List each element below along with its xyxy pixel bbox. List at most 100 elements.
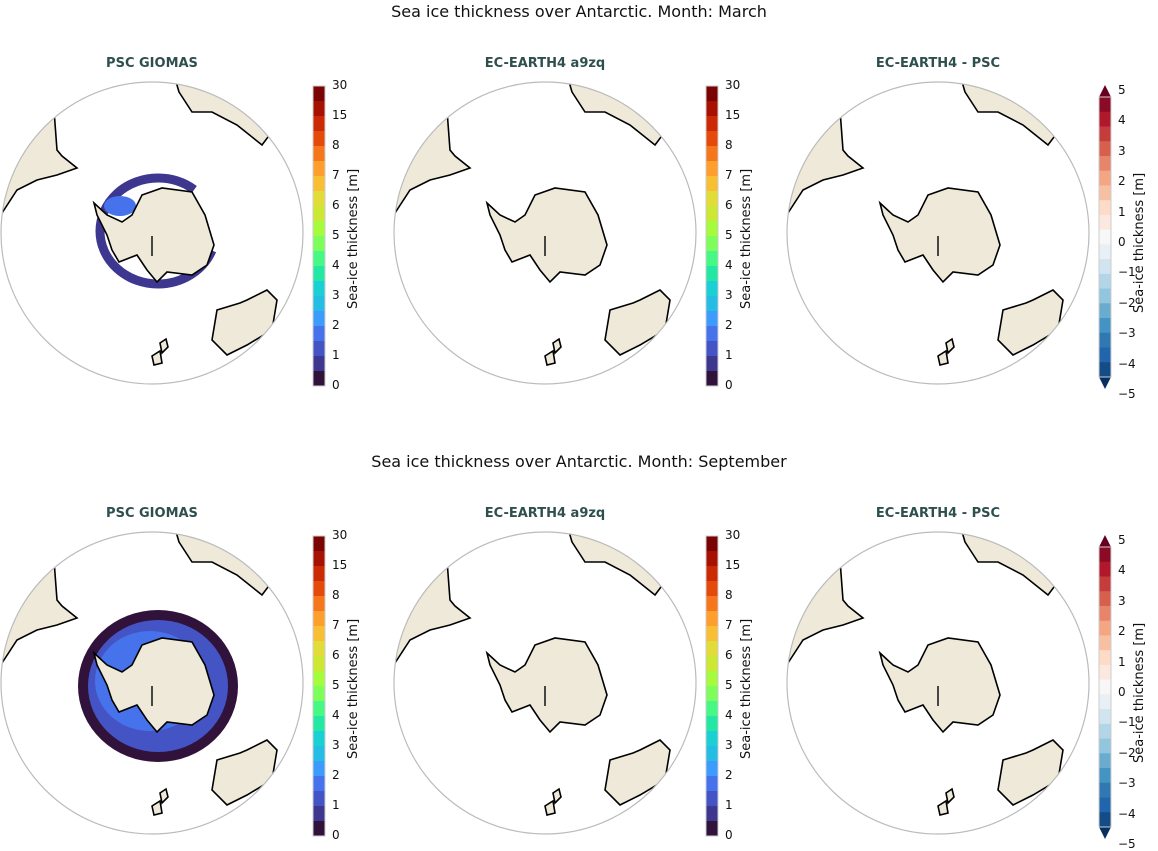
colorbar-bin — [1099, 362, 1111, 378]
colorbar — [705, 85, 719, 387]
colorbar-bin — [313, 791, 325, 807]
polar-map — [393, 81, 697, 385]
colorbar-tick: 30 — [332, 78, 348, 92]
colorbar-tick: 7 — [725, 168, 733, 182]
colorbar-bin — [313, 131, 325, 147]
panel-title: EC-EARTH4 - PSC — [875, 506, 1001, 521]
south-america — [394, 532, 472, 664]
colorbar-bin — [706, 716, 718, 732]
new-zealand — [151, 799, 163, 816]
colorbar-tick: 8 — [725, 138, 733, 152]
colorbar-bin — [706, 176, 718, 192]
colorbar-bin — [313, 281, 325, 297]
colorbar-bin — [313, 611, 325, 627]
antarctica — [878, 637, 1001, 734]
south-america — [787, 82, 865, 214]
colorbar-bin — [706, 341, 718, 357]
colorbar-bin — [706, 776, 718, 792]
colorbar-bin — [313, 296, 325, 312]
colorbar-bin — [313, 311, 325, 327]
colorbar-bin — [313, 536, 325, 552]
colorbar-bin — [1099, 753, 1111, 769]
sea-ice-weddell — [104, 196, 136, 216]
panel-title: EC-EARTH4 - PSC — [875, 56, 1001, 71]
colorbar-tick: 6 — [332, 648, 340, 662]
australia — [211, 739, 278, 806]
colorbar-tick: 7 — [332, 618, 340, 632]
colorbar-bin — [706, 821, 718, 837]
colorbar-tick: 2 — [725, 768, 733, 782]
colorbar-tick: 5 — [1118, 533, 1126, 547]
colorbar-bin — [706, 116, 718, 132]
suptitle: Sea ice thickness over Antarctic. Month:… — [371, 452, 787, 471]
panel-title: PSC GIOMAS — [106, 56, 198, 71]
colorbar-tick: 0 — [332, 378, 340, 392]
new-zealand — [544, 349, 556, 366]
colorbar-bin — [313, 716, 325, 732]
colorbar-label: Sea-ice thickness [m] — [346, 168, 361, 309]
colorbar-bin — [706, 671, 718, 687]
colorbar-bin — [1099, 797, 1111, 813]
colorbar-tick: 30 — [332, 528, 348, 542]
africa — [954, 532, 1067, 597]
colorbar-extend-min — [1099, 377, 1111, 389]
colorbar-bin — [1099, 605, 1111, 622]
africa — [561, 532, 674, 597]
colorbar-bin — [1099, 126, 1111, 142]
colorbar-bin — [706, 161, 718, 177]
colorbar-tick: −1 — [1118, 715, 1136, 730]
colorbar-tick: −1 — [1118, 265, 1136, 280]
polar-map — [786, 81, 1090, 385]
map-boundary — [786, 531, 1090, 835]
colorbar-bin — [1099, 635, 1111, 651]
colorbar-bin — [313, 581, 325, 597]
colorbar-bin — [1099, 288, 1111, 304]
colorbar-bin — [1099, 200, 1111, 216]
colorbar-tick: 4 — [725, 708, 733, 722]
new-zealand — [151, 349, 163, 366]
colorbar-bin — [1099, 723, 1111, 740]
colorbar-tick: 0 — [1118, 235, 1126, 249]
colorbar-tick: −2 — [1118, 745, 1136, 760]
colorbar-bin — [313, 191, 325, 207]
colorbar-bin — [1099, 318, 1111, 334]
colorbar-extend-min — [1099, 827, 1111, 839]
map-boundary — [0, 81, 304, 385]
colorbar-bin — [1099, 738, 1111, 754]
colorbar-bin — [706, 536, 718, 552]
new-zealand — [937, 349, 949, 366]
colorbar-tick: 7 — [725, 618, 733, 632]
new-zealand — [159, 787, 169, 805]
colorbar-tick: 2 — [332, 768, 340, 782]
colorbar-bin — [313, 251, 325, 267]
new-zealand — [945, 787, 955, 805]
colorbar-tick: −5 — [1118, 387, 1136, 401]
colorbar-bin — [313, 596, 325, 612]
colorbar-bin — [1099, 576, 1111, 592]
colorbar — [312, 535, 326, 837]
colorbar-tick: 5 — [725, 228, 733, 242]
colorbar-bin — [1099, 273, 1111, 290]
colorbar-bin — [706, 251, 718, 267]
colorbar-bin — [1099, 591, 1111, 607]
colorbar-bin — [313, 146, 325, 162]
colorbar-bin — [313, 161, 325, 177]
colorbar-bin — [706, 731, 718, 747]
colorbar-bin — [706, 206, 718, 222]
colorbar-bin — [313, 821, 325, 837]
colorbar-tick: 15 — [725, 558, 741, 572]
colorbar-tick: 30 — [725, 78, 741, 92]
colorbar-bin — [1099, 347, 1111, 363]
colorbar-tick: 4 — [332, 258, 340, 272]
colorbar — [705, 535, 719, 837]
colorbar-bin — [706, 236, 718, 252]
colorbar-bin — [1099, 650, 1111, 666]
colorbar-bin — [1099, 214, 1111, 231]
colorbar-tick: 2 — [1118, 624, 1126, 639]
colorbar-tick: 8 — [725, 588, 733, 602]
colorbar-bin — [706, 806, 718, 822]
suptitle: Sea ice thickness over Antarctic. Month:… — [391, 2, 767, 21]
colorbar-bin — [313, 701, 325, 717]
colorbar-tick: 3 — [1118, 143, 1126, 158]
colorbar-bin — [1099, 155, 1111, 172]
